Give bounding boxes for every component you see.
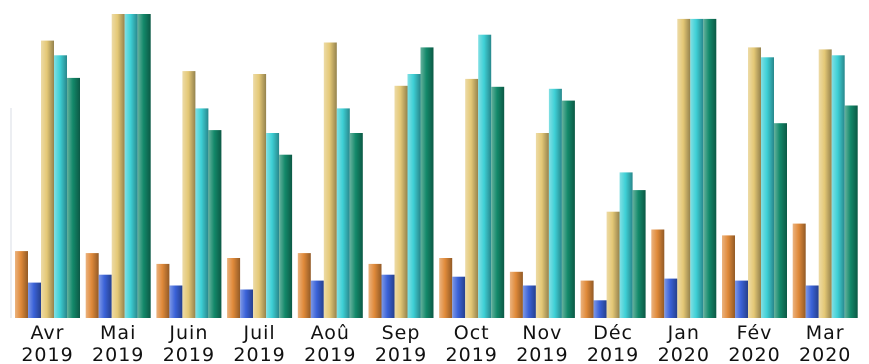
bar-series-4-1	[125, 14, 138, 318]
bar-series-3-3	[253, 74, 266, 318]
x-tick-label: Fév 2020	[728, 322, 780, 364]
bar-series-1-4	[298, 253, 311, 318]
bar-series-4-2	[195, 108, 208, 318]
bar-series-3-7	[536, 133, 549, 318]
x-tick-label: Juin 2019	[163, 322, 215, 364]
bar-series-5-7	[562, 101, 575, 318]
bars-group	[15, 14, 858, 318]
bar-series-4-6	[478, 35, 491, 318]
bar-series-1-0	[15, 251, 28, 318]
bar-series-5-1	[138, 14, 151, 318]
bar-series-3-5	[395, 86, 408, 318]
bar-series-3-9	[677, 19, 690, 318]
x-tick-label: Mar 2020	[799, 322, 851, 364]
bar-series-5-0	[67, 78, 80, 318]
x-tick-label: Nov 2019	[516, 322, 568, 364]
bar-series-5-2	[208, 130, 221, 318]
bar-series-2-3	[240, 290, 253, 319]
bar-series-5-6	[491, 87, 504, 318]
bar-series-5-5	[421, 47, 434, 318]
bar-series-1-9	[651, 230, 664, 319]
bar-series-5-8	[633, 190, 646, 318]
x-tick-label: Avr 2019	[21, 322, 73, 364]
bar-series-4-11	[832, 55, 845, 318]
bar-series-3-6	[465, 79, 478, 318]
bar-series-4-10	[761, 57, 774, 318]
x-tick-label: Sep 2019	[375, 322, 427, 364]
x-tick-label: Aoû 2019	[304, 322, 356, 364]
bar-series-1-11	[793, 224, 806, 318]
x-tick-labels: Avr 2019 Mai 2019 Juin 2019 Juil 2019 Aoû 2019 Sep…	[21, 322, 851, 364]
bar-series-1-6	[439, 258, 452, 318]
bar-series-2-5	[382, 275, 395, 318]
bar-series-4-0	[54, 55, 67, 318]
bar-series-4-9	[690, 19, 703, 318]
bar-series-3-0	[41, 41, 54, 318]
bar-series-3-8	[607, 212, 620, 318]
bar-series-4-7	[549, 89, 562, 318]
bar-series-3-4	[324, 43, 337, 319]
bar-series-3-2	[182, 71, 195, 318]
x-tick-label: Mai 2019	[92, 322, 144, 364]
bar-series-4-3	[266, 133, 279, 318]
bar-series-1-2	[156, 264, 169, 318]
bar-series-2-10	[735, 281, 748, 318]
x-tick-label: Jan 2020	[658, 322, 710, 364]
bar-series-1-1	[86, 253, 99, 318]
bar-series-2-8	[594, 300, 607, 318]
bar-series-2-9	[664, 279, 677, 318]
bar-series-2-6	[452, 277, 465, 318]
bar-series-4-5	[408, 74, 421, 318]
bar-series-3-10	[748, 47, 761, 318]
bar-series-5-11	[845, 106, 858, 319]
bar-series-2-4	[311, 281, 324, 318]
bar-series-1-5	[369, 264, 382, 318]
bar-series-5-4	[350, 133, 363, 318]
x-tick-label: Juil 2019	[233, 322, 285, 364]
bar-series-1-8	[581, 281, 594, 318]
x-tick-label: Déc 2019	[587, 322, 639, 364]
bar-series-1-7	[510, 272, 523, 318]
bar-series-5-9	[703, 19, 716, 318]
x-tick-label: Oct 2019	[446, 322, 498, 364]
bar-series-4-8	[620, 172, 633, 318]
bar-series-4-4	[337, 108, 350, 318]
bar-series-2-7	[523, 286, 536, 319]
bar-series-5-3	[279, 155, 292, 318]
bar-series-3-1	[112, 14, 125, 318]
bar-series-2-2	[169, 286, 182, 319]
bar-series-3-11	[819, 49, 832, 318]
bar-series-2-1	[99, 275, 112, 318]
bar-series-2-0	[28, 283, 41, 318]
bar-series-5-10	[774, 123, 787, 318]
bar-series-1-3	[227, 258, 240, 318]
bar-series-2-11	[806, 286, 819, 319]
bar-series-1-10	[722, 235, 735, 318]
